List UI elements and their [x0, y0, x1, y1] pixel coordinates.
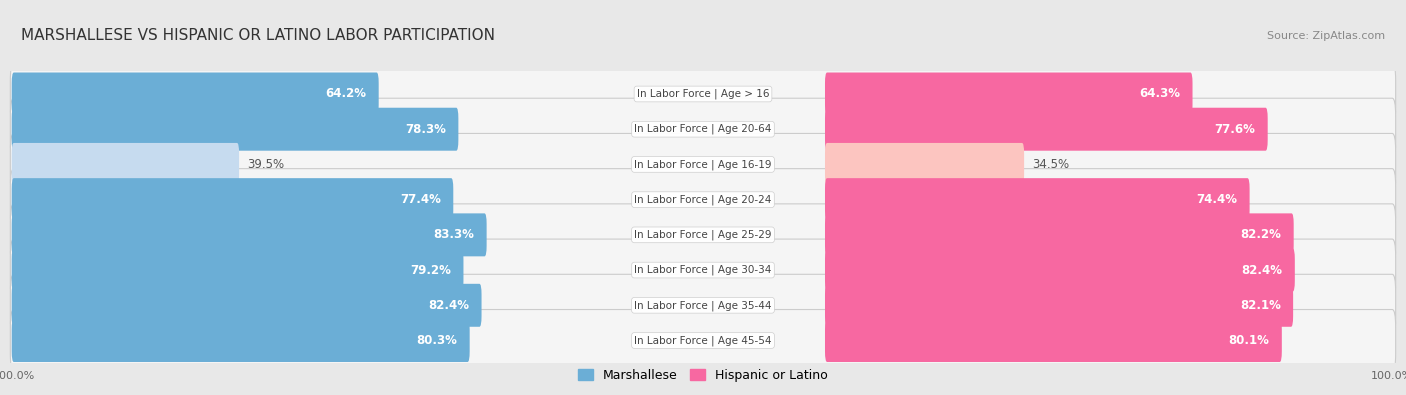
FancyBboxPatch shape	[11, 178, 453, 221]
FancyBboxPatch shape	[11, 73, 378, 115]
Text: 77.6%: 77.6%	[1215, 123, 1256, 136]
Text: In Labor Force | Age 20-24: In Labor Force | Age 20-24	[634, 194, 772, 205]
FancyBboxPatch shape	[11, 108, 458, 150]
FancyBboxPatch shape	[10, 63, 1396, 125]
FancyBboxPatch shape	[10, 169, 1396, 231]
Text: 79.2%: 79.2%	[411, 263, 451, 276]
Text: MARSHALLESE VS HISPANIC OR LATINO LABOR PARTICIPATION: MARSHALLESE VS HISPANIC OR LATINO LABOR …	[21, 28, 495, 43]
Text: 82.1%: 82.1%	[1240, 299, 1281, 312]
Text: In Labor Force | Age 16-19: In Labor Force | Age 16-19	[634, 159, 772, 170]
FancyBboxPatch shape	[11, 319, 470, 362]
Text: 34.5%: 34.5%	[1032, 158, 1070, 171]
Text: 39.5%: 39.5%	[247, 158, 284, 171]
FancyBboxPatch shape	[825, 178, 1250, 221]
Text: In Labor Force | Age 30-34: In Labor Force | Age 30-34	[634, 265, 772, 275]
Text: In Labor Force | Age 35-44: In Labor Force | Age 35-44	[634, 300, 772, 310]
FancyBboxPatch shape	[11, 213, 486, 256]
FancyBboxPatch shape	[825, 248, 1295, 292]
FancyBboxPatch shape	[825, 213, 1294, 256]
Text: In Labor Force | Age > 16: In Labor Force | Age > 16	[637, 89, 769, 99]
Text: 82.2%: 82.2%	[1240, 228, 1281, 241]
FancyBboxPatch shape	[825, 143, 1024, 186]
Text: 74.4%: 74.4%	[1197, 193, 1237, 206]
FancyBboxPatch shape	[11, 143, 239, 186]
Text: Source: ZipAtlas.com: Source: ZipAtlas.com	[1267, 30, 1385, 41]
FancyBboxPatch shape	[10, 274, 1396, 336]
Text: 83.3%: 83.3%	[433, 228, 474, 241]
FancyBboxPatch shape	[10, 239, 1396, 301]
FancyBboxPatch shape	[10, 98, 1396, 160]
Text: In Labor Force | Age 20-64: In Labor Force | Age 20-64	[634, 124, 772, 134]
FancyBboxPatch shape	[825, 319, 1282, 362]
Legend: Marshallese, Hispanic or Latino: Marshallese, Hispanic or Latino	[574, 364, 832, 387]
Text: In Labor Force | Age 45-54: In Labor Force | Age 45-54	[634, 335, 772, 346]
Text: 64.3%: 64.3%	[1139, 87, 1180, 100]
FancyBboxPatch shape	[825, 284, 1294, 327]
FancyBboxPatch shape	[11, 248, 464, 292]
Text: 80.3%: 80.3%	[416, 334, 457, 347]
Text: 64.2%: 64.2%	[325, 87, 367, 100]
Text: 77.4%: 77.4%	[399, 193, 441, 206]
FancyBboxPatch shape	[10, 134, 1396, 196]
Text: 80.1%: 80.1%	[1229, 334, 1270, 347]
Text: 78.3%: 78.3%	[405, 123, 446, 136]
FancyBboxPatch shape	[11, 284, 481, 327]
FancyBboxPatch shape	[10, 204, 1396, 266]
Text: 82.4%: 82.4%	[429, 299, 470, 312]
FancyBboxPatch shape	[10, 310, 1396, 372]
FancyBboxPatch shape	[825, 108, 1268, 150]
Text: 82.4%: 82.4%	[1241, 263, 1282, 276]
Text: In Labor Force | Age 25-29: In Labor Force | Age 25-29	[634, 229, 772, 240]
FancyBboxPatch shape	[825, 73, 1192, 115]
